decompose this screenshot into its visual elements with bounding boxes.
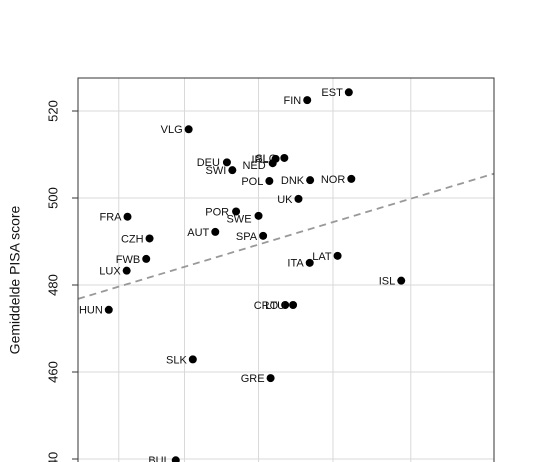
data-point bbox=[294, 194, 303, 203]
trend-line-group bbox=[77, 172, 495, 300]
data-point bbox=[171, 456, 180, 462]
point-label: ITA bbox=[287, 258, 304, 270]
y-tick-label: 520 bbox=[45, 100, 60, 122]
data-point bbox=[289, 301, 298, 310]
data-point bbox=[281, 301, 290, 310]
point-label: CZH bbox=[121, 233, 144, 245]
point-label: NOR bbox=[321, 174, 346, 186]
point-label: LTU bbox=[265, 300, 285, 312]
y-tick-label: 460 bbox=[45, 361, 60, 383]
y-axis: 40 460 480 500 520 bbox=[45, 100, 78, 462]
point-label: FWB bbox=[116, 254, 140, 266]
point-label: BUL bbox=[148, 455, 169, 462]
data-point bbox=[266, 374, 275, 383]
point-label: SWI bbox=[206, 165, 227, 177]
data-point bbox=[268, 159, 277, 168]
point-label: IRL bbox=[251, 154, 268, 166]
data-point bbox=[303, 96, 312, 105]
point-label: DEU bbox=[197, 157, 220, 169]
data-point bbox=[397, 276, 406, 285]
point-label: NED bbox=[242, 160, 265, 172]
data-point bbox=[222, 158, 231, 167]
plot-border bbox=[77, 77, 495, 462]
point-label: SPA bbox=[236, 231, 258, 243]
grid-lines bbox=[78, 78, 494, 462]
point-label: LAT bbox=[312, 251, 332, 263]
data-point bbox=[104, 305, 113, 314]
data-point bbox=[211, 227, 220, 236]
data-point bbox=[184, 125, 193, 134]
data-point bbox=[145, 234, 154, 243]
data-point bbox=[265, 177, 274, 186]
data-point bbox=[123, 212, 132, 221]
point-label: FIN bbox=[283, 95, 301, 107]
point-label: SWE bbox=[226, 214, 251, 226]
data-point bbox=[259, 231, 268, 240]
point-label: POL bbox=[241, 176, 263, 188]
data-point bbox=[344, 88, 353, 97]
point-label: VLG bbox=[161, 124, 183, 136]
data-point bbox=[232, 207, 241, 216]
point-label: HUN bbox=[79, 305, 103, 317]
point-label: DNK bbox=[281, 175, 305, 187]
point-label: AUT bbox=[187, 227, 209, 239]
data-point bbox=[306, 176, 315, 185]
y-axis-title: Gemiddelde PISA score bbox=[7, 205, 23, 354]
data-point bbox=[228, 166, 237, 175]
trend-line bbox=[77, 172, 495, 300]
y-tick-label: 40 bbox=[45, 452, 60, 462]
point-label: SLK bbox=[166, 354, 187, 366]
data-point bbox=[254, 211, 263, 220]
data-point bbox=[122, 266, 131, 275]
data-point bbox=[347, 174, 356, 183]
data-point bbox=[305, 258, 314, 267]
point-label: GRE bbox=[241, 373, 265, 385]
y-tick-label: 500 bbox=[45, 187, 60, 209]
point-label: CRO bbox=[254, 300, 279, 312]
point-label: FRA bbox=[100, 212, 123, 224]
data-point bbox=[142, 254, 151, 263]
point-label: UK bbox=[277, 194, 293, 206]
data-point bbox=[333, 251, 342, 260]
y-tick-label: 480 bbox=[45, 274, 60, 296]
data-point bbox=[188, 355, 197, 364]
point-label: ISL bbox=[379, 276, 396, 288]
point-label: POR bbox=[205, 206, 229, 218]
point-label: LUX bbox=[99, 266, 121, 278]
data-point bbox=[280, 153, 289, 162]
point-label: EST bbox=[321, 87, 343, 99]
